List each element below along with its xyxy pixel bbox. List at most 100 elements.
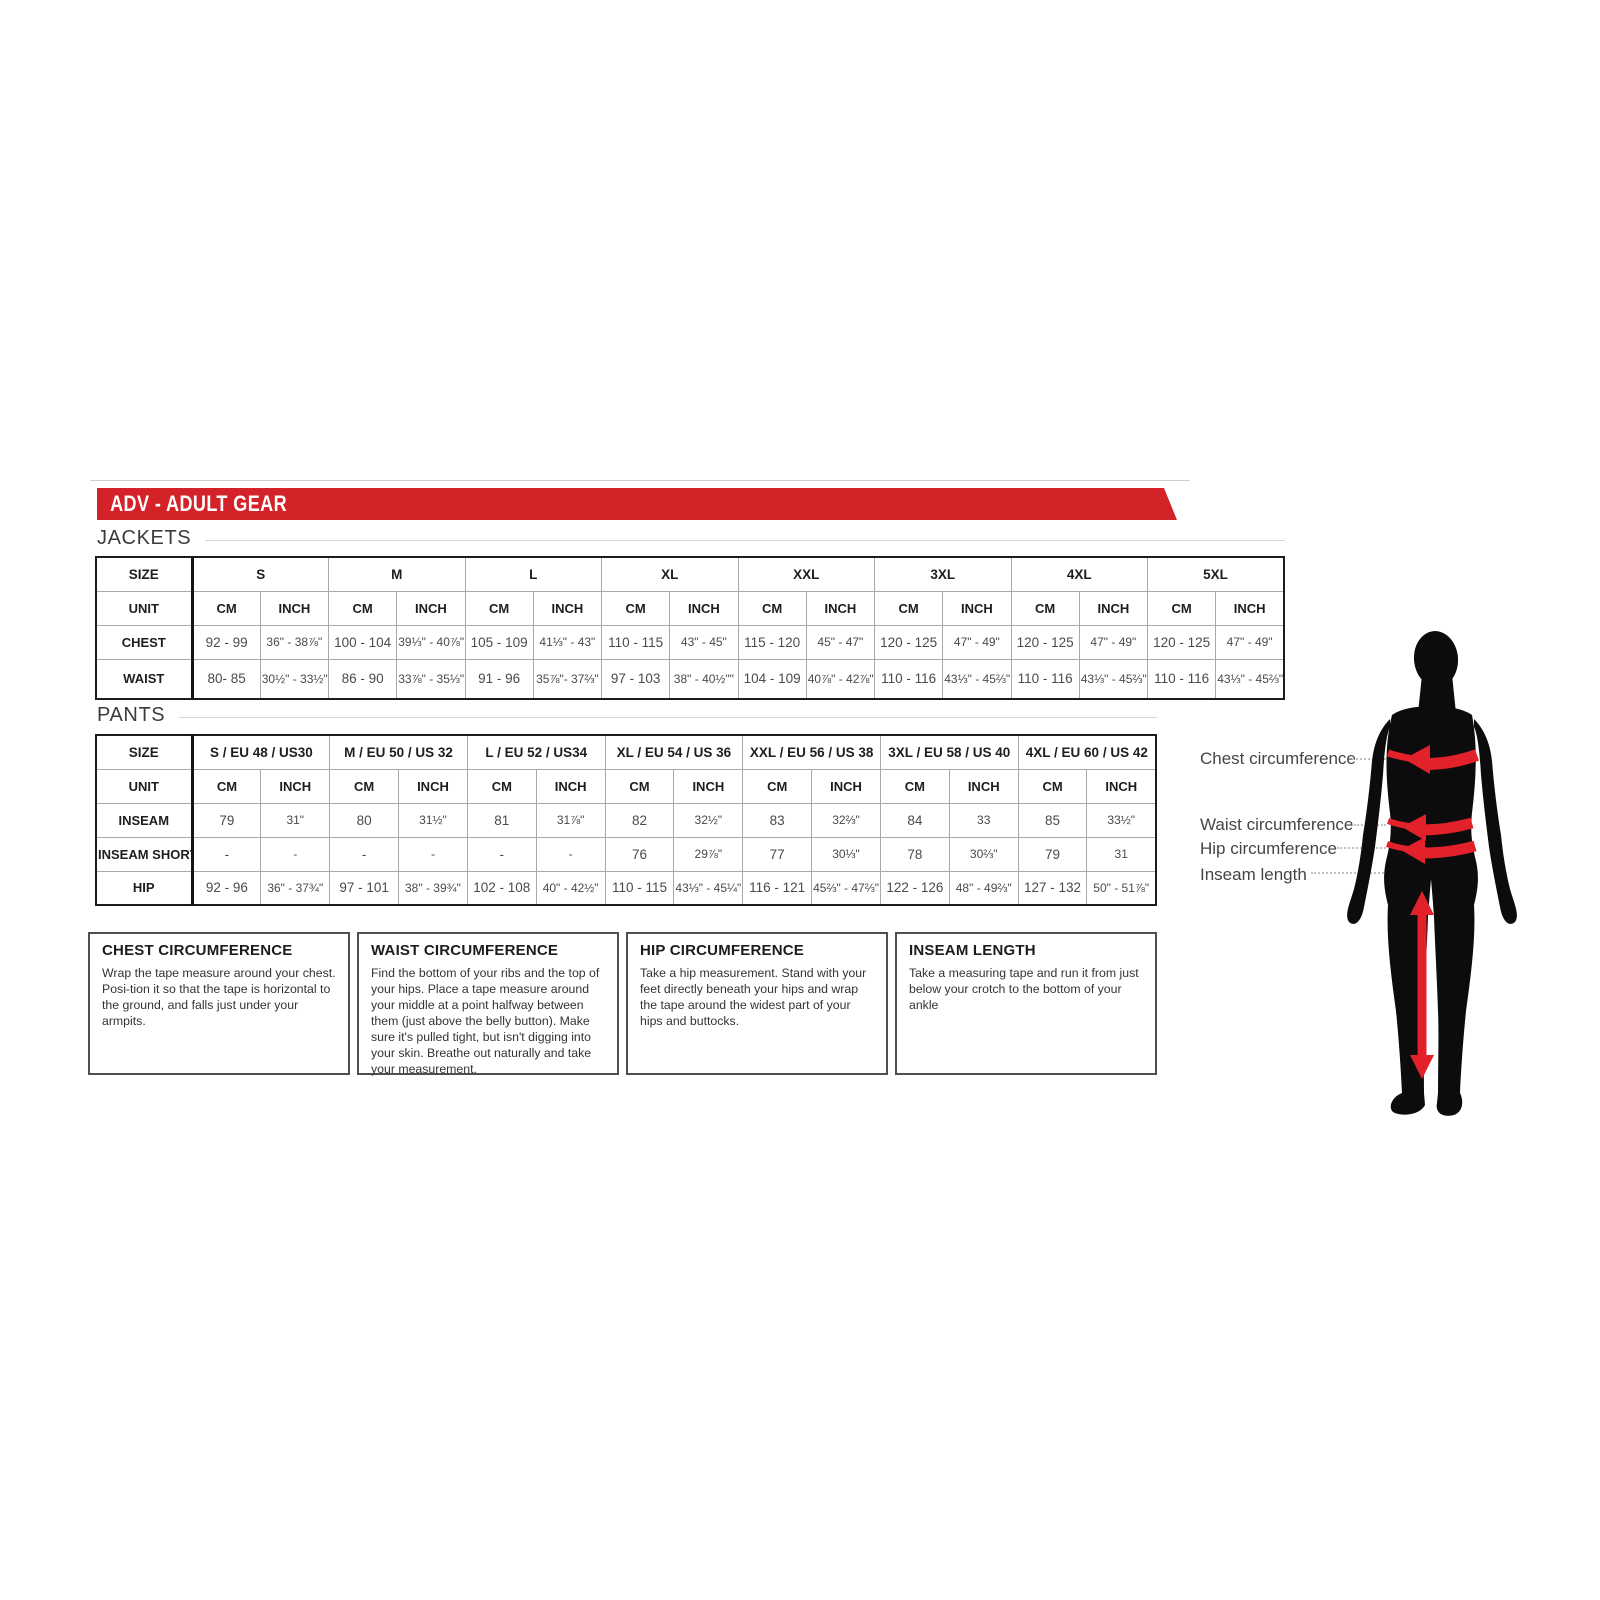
cell: 3XL <box>874 556 1012 592</box>
row-label: CHEST <box>95 624 194 660</box>
cell: 39⅓" - 40⅞" <box>396 624 466 660</box>
instruction-boxes: CHEST CIRCUMFERENCE Wrap the tape measur… <box>88 932 1157 1076</box>
cell: 32½" <box>673 802 744 838</box>
inseam-length-label: Inseam length <box>1200 865 1307 884</box>
cell: 30⅓" <box>811 836 881 872</box>
cell: INCH <box>669 590 739 626</box>
cell: 104 - 109 <box>737 658 807 700</box>
cell: CM <box>742 768 813 804</box>
cell: 122 - 126 <box>879 870 950 906</box>
cell: 102 - 108 <box>466 870 537 906</box>
chest-circumference-label: Chest circumference <box>1200 749 1356 768</box>
cell: 40⅞" - 42⅞" <box>805 658 876 700</box>
body-silhouette-figure <box>1347 631 1517 1116</box>
hip-leader-line <box>1337 847 1386 849</box>
cell: CM <box>327 590 398 626</box>
row-label: INSEAM <box>95 802 194 838</box>
chest-measure-arrow <box>1386 745 1479 774</box>
cell: L <box>464 556 602 592</box>
heading-rule <box>205 539 1285 541</box>
instruction-title: CHEST CIRCUMFERENCE <box>102 942 293 959</box>
cell: INCH <box>396 590 466 626</box>
cell: 43" - 45" <box>669 624 739 660</box>
cell: 29⅞" <box>673 836 744 872</box>
jackets-size-row: SIZE S M L XL XXL 3XL 4XL 5XL <box>95 556 1285 592</box>
cell: - <box>329 836 400 872</box>
cell: 43⅓" - 45⅔" <box>942 658 1012 700</box>
cell: L / EU 52 / US34 <box>466 734 606 770</box>
page-title: ADV - ADULT GEAR <box>110 491 288 516</box>
cell: 31⅞" <box>535 802 606 838</box>
cell: INCH <box>942 590 1012 626</box>
cell: 50" - 51⅞" <box>1086 870 1157 906</box>
row-label: HIP <box>95 870 194 906</box>
cell: 120 - 125 <box>873 624 944 660</box>
cell: 116 - 121 <box>742 870 813 906</box>
cell: CM <box>879 768 950 804</box>
pants-hip-row: HIP 92 - 96 36" - 37¾" 97 - 101 38" - 39¾"… <box>95 870 1157 906</box>
pants-section-title: PANTS <box>97 704 1157 727</box>
chest-leader-line <box>1352 758 1386 760</box>
cell: INCH <box>1215 590 1285 626</box>
cell: - <box>466 836 537 872</box>
cell: XXL <box>737 556 875 592</box>
cell: 110 - 115 <box>604 870 675 906</box>
cell: - <box>260 836 331 872</box>
cell: 45⅔" - 47⅔" <box>811 870 881 906</box>
cell: 33½" <box>1086 802 1157 838</box>
pants-size-table: SIZE S / EU 48 / US30 M / EU 50 / US 32 … <box>95 734 1157 906</box>
cell: 86 - 90 <box>327 658 398 700</box>
pants-inseam-row: INSEAM 79 31" 80 31½" 81 31⅞" 82 32½" 83 32⅔"… <box>95 802 1157 838</box>
pants-unit-row: UNIT CM INCH CM INCH CM INCH CM INCH CM INCH … <box>95 768 1157 804</box>
instruction-title: HIP CIRCUMFERENCE <box>640 942 804 959</box>
cell: 31½" <box>398 802 468 838</box>
waist-instruction-box: WAIST CIRCUMFERENCE Find the bottom of y… <box>357 932 619 1076</box>
cell: XL / EU 54 / US 36 <box>604 734 744 770</box>
instruction-body: Find the bottom of your ribs and the top… <box>371 966 600 1076</box>
cell: CM <box>464 590 534 626</box>
hip-measure-arrow <box>1385 837 1477 864</box>
cell: 80 <box>329 802 400 838</box>
cell: 81 <box>466 802 537 838</box>
cell: 120 - 125 <box>1010 624 1080 660</box>
jackets-size-table: SIZE S M L XL XXL 3XL 4XL 5XL UNIT CM INC… <box>95 556 1285 700</box>
cell: INCH <box>532 590 603 626</box>
cell: INCH <box>535 768 606 804</box>
cell: 77 <box>742 836 813 872</box>
cell: CM <box>191 590 261 626</box>
cell: 84 <box>879 802 950 838</box>
cell: CM <box>737 590 807 626</box>
cell: INCH <box>673 768 744 804</box>
cell: XXL / EU 56 / US 38 <box>742 734 881 770</box>
cell: CM <box>1146 590 1217 626</box>
cell: 31 <box>1086 836 1157 872</box>
cell: 115 - 120 <box>737 624 807 660</box>
cell: INCH <box>259 590 330 626</box>
jackets-waist-row: WAIST 80- 85 30½" - 33½" 86 - 90 33⅞" - 35… <box>95 658 1285 700</box>
cell: 48" - 49⅔" <box>948 870 1019 906</box>
inseam-measure-arrow <box>1410 891 1434 1079</box>
instruction-title: INSEAM LENGTH <box>909 942 1036 959</box>
cell: 4XL / EU 60 / US 42 <box>1017 734 1157 770</box>
cell: 85 <box>1017 802 1088 838</box>
cell: 97 - 101 <box>329 870 400 906</box>
cell: 36" - 38⅞" <box>259 624 330 660</box>
cell: S <box>191 556 329 592</box>
cell: 43⅓" - 45⅔" <box>1215 658 1285 700</box>
cell: 38" - 40½"" <box>669 658 739 700</box>
cell: 91 - 96 <box>464 658 534 700</box>
hip-circumference-label: Hip circumference <box>1200 839 1337 858</box>
inseam-instruction-box: INSEAM LENGTH Take a measuring tape and … <box>895 932 1157 1075</box>
cell: INCH <box>398 768 468 804</box>
cell: INCH <box>811 768 881 804</box>
cell: CM <box>604 768 675 804</box>
cell: 127 - 132 <box>1017 870 1088 906</box>
male-silhouette <box>1347 631 1517 1116</box>
cell: 33 <box>948 802 1019 838</box>
cell: 31" <box>260 802 331 838</box>
cell: 47" - 49" <box>1078 624 1149 660</box>
row-label: UNIT <box>95 768 194 804</box>
cell: 110 - 115 <box>600 624 671 660</box>
pants-inseam-short-row: INSEAM SHORT -- -- -- 76 29⅞" 77 30⅓" 78 30… <box>95 836 1157 872</box>
cell: 36" - 37¾" <box>260 870 331 906</box>
